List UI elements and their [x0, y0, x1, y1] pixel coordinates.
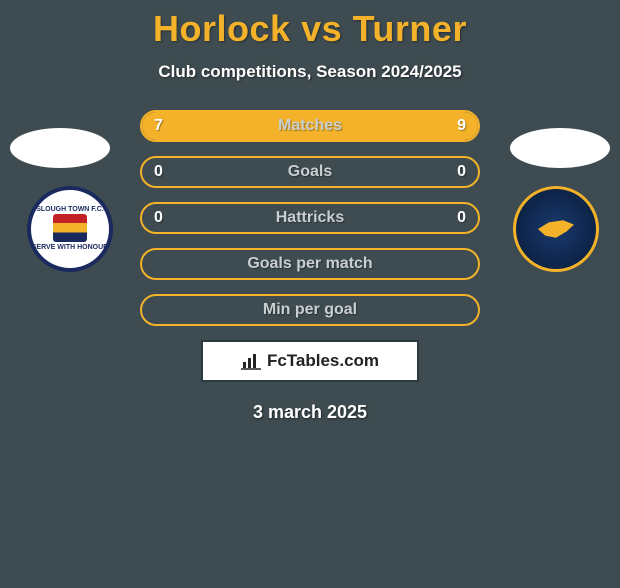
- stat-row-goals: 0 Goals 0: [140, 156, 480, 188]
- watermark[interactable]: FcTables.com: [201, 340, 419, 382]
- stat-value-right: 9: [457, 117, 466, 135]
- stats-bars: 7 Matches 9 0 Goals 0 0 Hattricks 0 Goal…: [140, 110, 480, 326]
- stat-label: Matches: [278, 117, 342, 135]
- stats-container: 7 Matches 9 0 Goals 0 0 Hattricks 0 Goal…: [0, 110, 620, 326]
- stat-row-goals-per-match: Goals per match: [140, 248, 480, 280]
- page-title: Horlock vs Turner: [0, 8, 620, 50]
- subtitle: Club competitions, Season 2024/2025: [0, 62, 620, 82]
- stat-value-left: 7: [154, 117, 163, 135]
- stat-label: Goals per match: [247, 255, 372, 273]
- stat-value-left: 0: [154, 163, 163, 181]
- stat-label: Goals: [288, 163, 332, 181]
- bar-fill-left: [142, 112, 289, 140]
- stat-row-matches: 7 Matches 9: [140, 110, 480, 142]
- watermark-text: FcTables.com: [267, 351, 379, 371]
- stat-row-hattricks: 0 Hattricks 0: [140, 202, 480, 234]
- bar-chart-icon: [241, 352, 261, 370]
- stat-row-min-per-goal: Min per goal: [140, 294, 480, 326]
- stat-value-right: 0: [457, 163, 466, 181]
- stat-value-left: 0: [154, 209, 163, 227]
- stat-value-right: 0: [457, 209, 466, 227]
- date-text: 3 march 2025: [0, 402, 620, 423]
- stat-label: Hattricks: [276, 209, 344, 227]
- stat-label: Min per goal: [263, 301, 357, 319]
